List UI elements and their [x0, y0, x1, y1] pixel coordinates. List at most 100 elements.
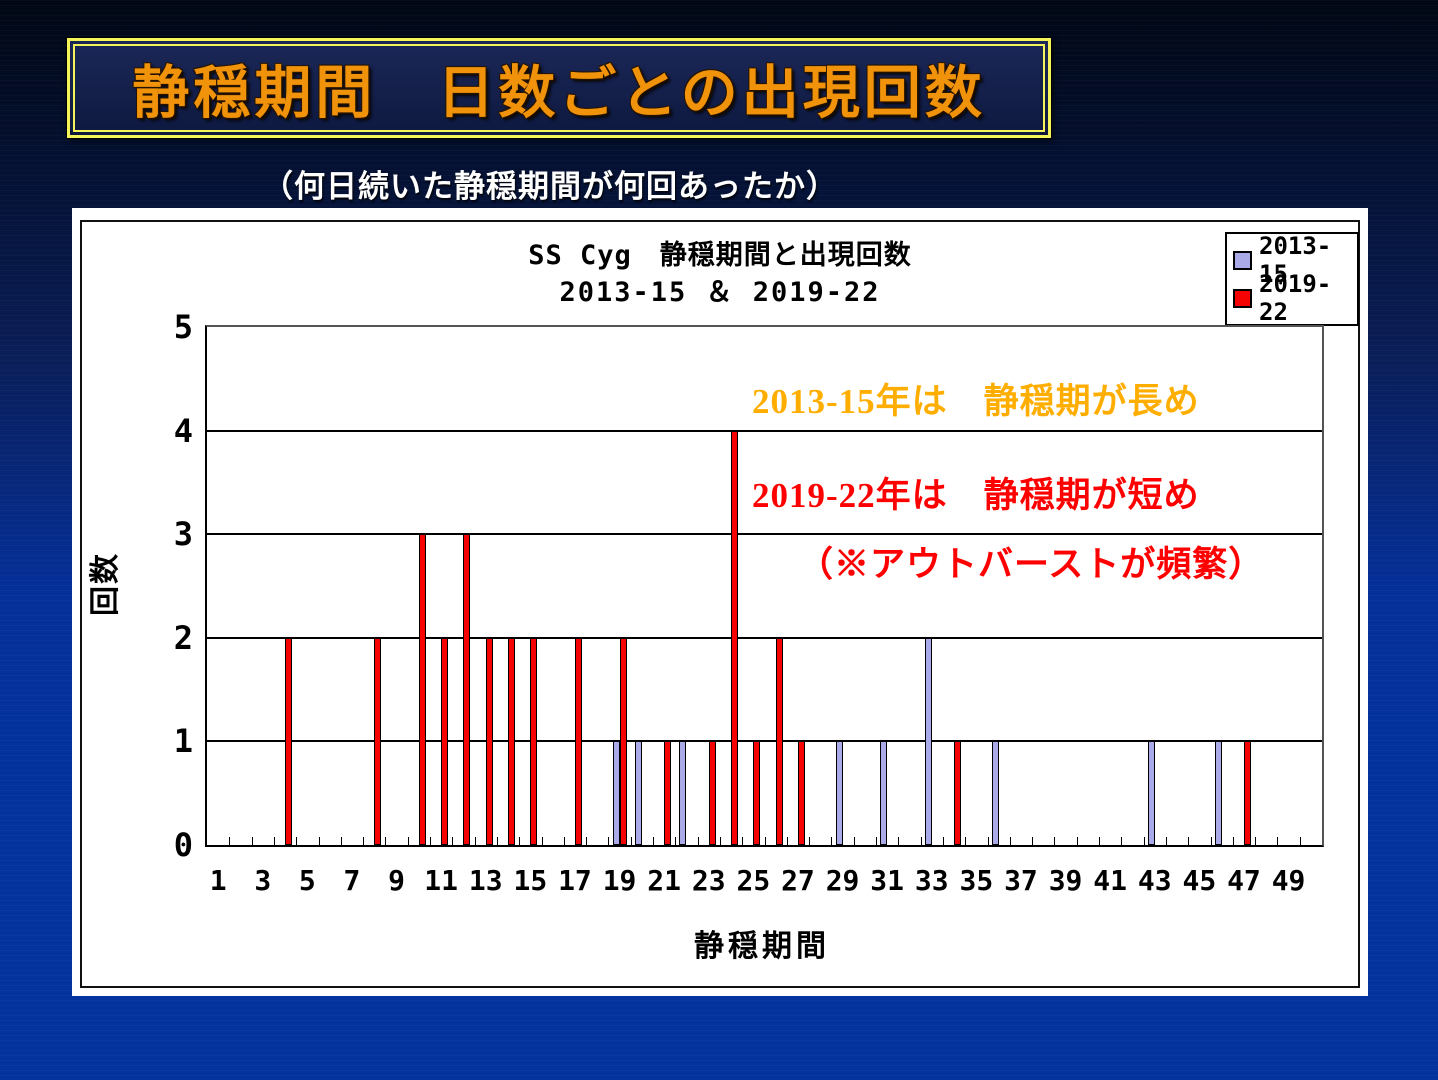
x-axis-tick	[407, 837, 409, 845]
x-tick-label-43: 43	[1137, 864, 1172, 897]
bar-2013-15-day-22	[679, 741, 687, 845]
y-tick-label-5: 5	[173, 308, 193, 346]
x-axis-tick	[452, 837, 454, 845]
x-tick-label-35: 35	[959, 864, 994, 897]
x-axis-tick	[1299, 837, 1301, 845]
x-tick-label-29: 29	[825, 864, 860, 897]
bar-2013-15-day-33	[924, 637, 932, 845]
title-box-inner-border	[73, 44, 1045, 132]
chart-frame-border	[80, 220, 1360, 988]
bar-2013-15-day-20	[634, 741, 642, 845]
annotation-2013-15-long: 2013-15年は 静穏期が長め	[752, 382, 1200, 421]
bar-2019-22-day-10	[418, 534, 426, 845]
x-axis-tick	[251, 837, 253, 845]
y-axis-title: 回数	[88, 552, 123, 616]
bar-2019-22-day-17	[574, 637, 582, 845]
x-axis-tick	[1165, 837, 1167, 845]
x-axis-tick	[586, 837, 588, 845]
x-axis-tick	[273, 837, 275, 845]
x-axis-tick	[675, 837, 677, 845]
bar-2013-15-day-19	[612, 741, 620, 845]
x-axis-tick	[1232, 837, 1234, 845]
bar-2019-22-day-47	[1243, 741, 1251, 845]
x-axis-tick	[608, 837, 610, 845]
x-axis-tick	[474, 837, 476, 845]
x-axis-tick	[1121, 837, 1123, 845]
x-axis-tick	[697, 837, 699, 845]
slide-subtitle: （何日続いた静穏期間が何回あったか）	[262, 169, 838, 204]
bar-2019-22-day-19	[619, 637, 627, 845]
y-tick-label-0: 0	[173, 826, 193, 864]
x-axis-tick	[563, 837, 565, 845]
x-tick-label-27: 27	[781, 864, 815, 897]
x-tick-label-31: 31	[870, 864, 904, 897]
x-tick-label-41: 41	[1093, 864, 1127, 897]
gridline-y-4	[207, 429, 1322, 432]
bar-2019-22-day-15	[530, 637, 538, 845]
x-axis-tick	[831, 837, 833, 845]
legend-label-2013-15: 2013-15	[1259, 232, 1332, 288]
x-tick-label-23: 23	[691, 864, 726, 897]
x-axis-tick	[1054, 837, 1056, 845]
x-axis-tick	[1009, 837, 1011, 845]
x-axis-tick	[296, 837, 298, 845]
bar-2013-15-day-43	[1147, 741, 1155, 845]
bar-2019-22-day-26	[775, 637, 783, 845]
x-axis-tick	[229, 837, 231, 845]
x-tick-label-11: 11	[424, 864, 458, 897]
legend-entry-2013-15: 2013-15	[1233, 232, 1351, 288]
x-axis-title: 静穏期間	[694, 929, 830, 964]
y-tick-label-4: 4	[173, 411, 193, 450]
chart-title-line1: SS Cyg 静穏期間と出現回数	[528, 240, 912, 271]
bar-2019-22-day-24	[731, 430, 739, 845]
x-axis-tick	[1099, 837, 1100, 845]
x-tick-label-47: 47	[1227, 864, 1261, 897]
bar-2019-22-day-34	[954, 741, 962, 845]
bar-2019-22-day-23	[708, 741, 716, 845]
x-axis-tick	[786, 837, 788, 845]
x-tick-label-15: 15	[513, 864, 548, 897]
x-tick-label-25: 25	[736, 864, 771, 897]
x-axis-tick	[809, 837, 811, 845]
x-axis-tick	[385, 837, 387, 845]
chart-title-line2: 2013-15 ＆ 2019-22	[559, 277, 881, 308]
bar-2019-22-day-14	[508, 637, 516, 845]
x-axis-tick	[1210, 837, 1212, 845]
y-tick-label-3: 3	[173, 515, 193, 554]
x-tick-label-1: 1	[209, 864, 227, 897]
annotation-2019-22-short: 2019-22年は 静穏期が短め	[752, 476, 1200, 515]
x-axis-tick	[920, 837, 922, 845]
x-axis-tick	[1188, 837, 1190, 845]
x-axis-tick	[1143, 837, 1145, 845]
x-tick-label-13: 13	[468, 864, 503, 897]
x-axis-tick	[340, 837, 342, 845]
x-axis-tick	[363, 837, 365, 845]
x-axis-tick	[1032, 837, 1034, 845]
x-axis-tick	[876, 837, 877, 845]
legend-label-2019-22: 2019-22	[1259, 270, 1332, 326]
x-tick-label-9: 9	[388, 864, 405, 897]
x-tick-label-3: 3	[254, 864, 272, 897]
x-axis-tick	[430, 837, 431, 845]
x-axis-tick	[987, 837, 989, 845]
x-tick-label-17: 17	[558, 864, 592, 897]
x-axis-tick	[1076, 837, 1078, 845]
x-tick-label-49: 49	[1271, 864, 1306, 897]
bar-2019-22-day-21	[664, 741, 672, 845]
gridline-y-2	[207, 636, 1322, 639]
gridline-y-1	[207, 740, 1322, 743]
x-axis-tick	[764, 837, 766, 845]
x-tick-label-39: 39	[1048, 864, 1083, 897]
x-axis-tick	[630, 837, 632, 845]
annotation-outburst-frequent: （※アウトバーストが頻繁）	[798, 545, 1265, 584]
x-tick-label-21: 21	[647, 864, 681, 897]
x-axis-tick	[942, 837, 944, 845]
x-axis-tick	[653, 837, 654, 845]
bar-2019-22-day-25	[753, 741, 761, 845]
plot-area: 0 1 2 3 4 5 1 3 5 7 9 11 13 15 17 19 21 23 25 27 29 31 33 35 37 3…	[174, 311, 1324, 895]
x-tick-label-33: 33	[914, 864, 949, 897]
bar-2013-15-day-36	[991, 741, 999, 845]
chart-legend: 2013-15 2019-22	[1225, 232, 1359, 326]
x-tick-label-19: 19	[602, 864, 637, 897]
